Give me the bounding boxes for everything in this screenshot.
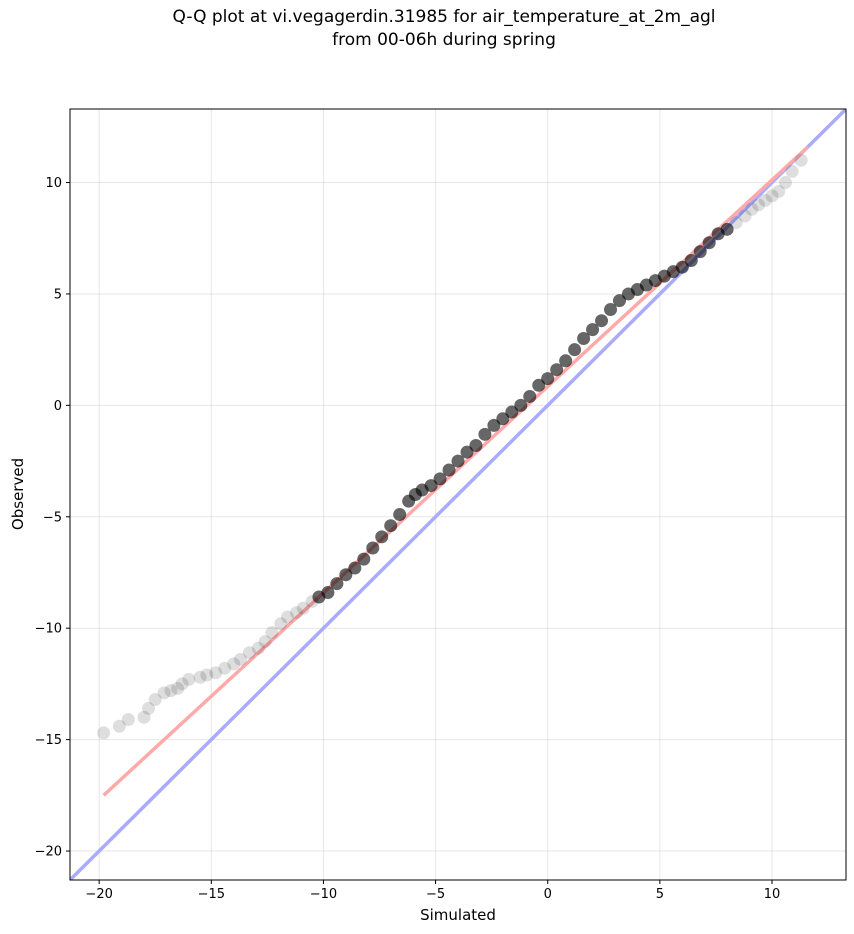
data-point [290, 606, 304, 620]
data-point [460, 445, 474, 459]
data-point [321, 586, 335, 600]
x-tick-label: −20 [85, 887, 112, 902]
fit-line [102, 145, 810, 797]
data-point [523, 389, 537, 403]
data-point [541, 372, 555, 386]
y-tick-label: −20 [35, 845, 62, 860]
y-tick-label: 10 [45, 176, 62, 191]
data-point [121, 713, 135, 727]
data-point [794, 153, 808, 167]
data-point [375, 530, 389, 544]
y-axis: −20 −15 −10 −5 0 5 10 [35, 176, 70, 860]
data-point [242, 646, 256, 660]
data-point [148, 693, 162, 707]
y-tick-label: 0 [54, 399, 62, 414]
data-point [487, 418, 501, 432]
data-point [227, 657, 241, 671]
data-point [433, 472, 447, 486]
x-tick-label: −5 [426, 887, 445, 902]
data-point [384, 519, 398, 533]
data-point [141, 701, 155, 715]
data-point [348, 561, 362, 575]
data-point [684, 254, 698, 268]
data-point [164, 684, 178, 698]
data-point [745, 202, 759, 216]
data-point [604, 303, 618, 317]
data-point [296, 601, 310, 615]
data-point [550, 363, 564, 377]
data-point [265, 626, 279, 640]
data-point [182, 672, 196, 686]
x-tick-label: 10 [764, 887, 781, 902]
data-point [702, 236, 716, 250]
data-point [772, 184, 786, 198]
data-point [738, 209, 752, 223]
data-point [505, 405, 519, 419]
data-point [514, 398, 528, 412]
data-point [496, 412, 510, 426]
data-point [595, 314, 609, 328]
data-point [112, 719, 126, 733]
data-point [720, 222, 734, 236]
data-point [424, 479, 438, 493]
x-axis: −20 −15 −10 −5 0 5 10 [85, 880, 780, 902]
data-point [765, 189, 779, 203]
data-point [758, 193, 772, 207]
data-point [729, 216, 743, 230]
data-point [157, 686, 171, 700]
x-tick-label: 5 [656, 887, 664, 902]
x-tick-label: −10 [310, 887, 337, 902]
data-point [577, 332, 591, 346]
data-point [281, 610, 295, 624]
data-point [339, 568, 353, 582]
data-point [233, 652, 247, 666]
data-point [785, 164, 799, 178]
grid [70, 109, 846, 880]
chart-title: Q-Q plot at vi.vegagerdin.31985 for air_… [172, 7, 716, 27]
plot-frame [69, 108, 847, 881]
data-point [568, 343, 582, 357]
data-point [693, 245, 707, 259]
data-point [330, 577, 344, 591]
data-point [218, 661, 232, 675]
data-point [442, 463, 456, 477]
points-layer [97, 153, 808, 740]
x-tick-label: 0 [544, 887, 552, 902]
y-tick-label: 5 [54, 287, 62, 302]
data-point [586, 323, 600, 337]
data-point [778, 176, 792, 190]
data-point [137, 710, 151, 724]
data-point [478, 427, 492, 441]
data-point [469, 438, 483, 452]
x-axis-label: Simulated [420, 906, 496, 924]
data-point [532, 378, 546, 392]
data-point [251, 641, 265, 655]
data-point [193, 670, 207, 684]
data-point [357, 552, 371, 566]
data-point [366, 541, 380, 555]
y-tick-label: −10 [35, 622, 62, 637]
y-tick-label: −15 [35, 733, 62, 748]
data-point [675, 260, 689, 274]
data-point [393, 508, 407, 522]
data-point [274, 617, 288, 631]
data-point [175, 677, 189, 691]
data-point [752, 198, 766, 212]
data-point [612, 294, 626, 308]
y-tick-label: −5 [43, 510, 62, 525]
y-axis-label: Observed [9, 458, 27, 530]
data-point [209, 666, 223, 680]
chart-subtitle: from 00-06h during spring [332, 30, 556, 50]
x-tick-label: −15 [198, 887, 225, 902]
data-point [97, 726, 111, 740]
data-point [258, 635, 272, 649]
data-point [559, 354, 573, 368]
data-point [171, 681, 185, 695]
data-point [200, 668, 214, 682]
chart-title-block: Q-Q plot at vi.vegagerdin.31985 for air_… [0, 6, 854, 52]
data-point [451, 454, 465, 468]
